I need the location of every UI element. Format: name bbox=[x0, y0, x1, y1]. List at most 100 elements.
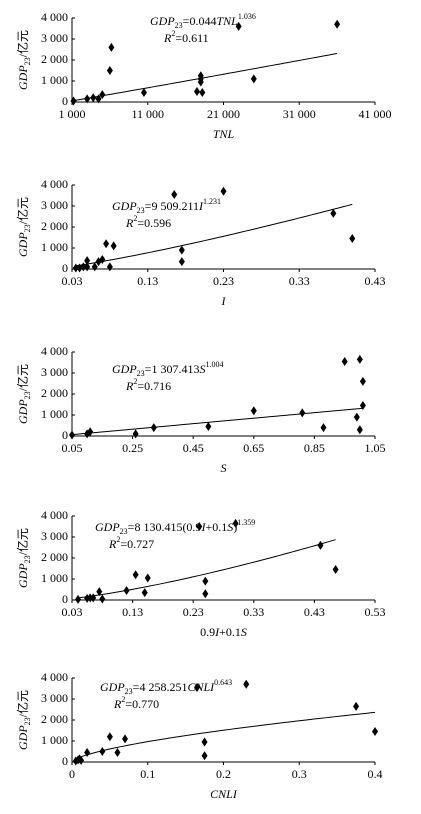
point bbox=[193, 682, 200, 692]
text-part: 2 bbox=[121, 695, 125, 704]
point bbox=[353, 412, 360, 422]
point bbox=[372, 727, 378, 737]
text-part: I bbox=[200, 520, 206, 534]
point bbox=[178, 245, 185, 255]
x-tick-label: 41 000 bbox=[359, 107, 392, 121]
text-part: I bbox=[214, 625, 220, 639]
y-tick-label: 3 000 bbox=[41, 691, 68, 705]
point bbox=[144, 573, 151, 583]
point bbox=[70, 96, 77, 106]
y-tick-label: 3 000 bbox=[41, 198, 68, 212]
point bbox=[320, 423, 327, 433]
x-tick-label: 1 000 bbox=[59, 107, 86, 121]
text-part: GDP bbox=[150, 14, 175, 28]
text-part: GDP bbox=[16, 725, 30, 750]
point bbox=[201, 737, 208, 747]
point bbox=[196, 522, 203, 531]
x-tick-label: 0.23 bbox=[213, 274, 234, 288]
text-part: GDP bbox=[16, 65, 30, 90]
text-part: CNLI bbox=[210, 787, 238, 801]
text-part: 1.231 bbox=[203, 197, 221, 206]
point bbox=[84, 262, 91, 272]
point bbox=[197, 77, 204, 87]
x-tick-label: 0 bbox=[69, 767, 75, 781]
equation: GDP23=8 130.415(0.9I+0.1S)1.359 bbox=[95, 518, 255, 536]
y-tick-label: 4 000 bbox=[41, 508, 68, 522]
text-part: /亿元 bbox=[15, 528, 30, 555]
point bbox=[199, 88, 206, 98]
y-tick-label: 2 000 bbox=[41, 550, 68, 564]
x-axis-label: I bbox=[221, 294, 227, 308]
text-part: TNL bbox=[216, 14, 238, 28]
panel: 0 1 000 2 000 3 000 4 000 0.05 0.25 0.45 0.65 0.8… bbox=[15, 344, 386, 475]
text-part: /亿元 bbox=[15, 364, 30, 391]
text-part: 1.036 bbox=[238, 12, 256, 21]
text-part: =9 509.211 bbox=[145, 199, 199, 213]
text-part: R bbox=[163, 31, 172, 45]
y-tick-label: 0 bbox=[62, 754, 68, 768]
point bbox=[220, 186, 227, 196]
x-tick-label: 0.33 bbox=[289, 274, 310, 288]
x-tick-label: 0.13 bbox=[122, 605, 143, 619]
y-tick-label: 0 bbox=[62, 261, 68, 275]
y-tick-label: 4 000 bbox=[41, 344, 68, 358]
text-part: /亿元 bbox=[15, 690, 30, 717]
point bbox=[202, 576, 209, 586]
text-part: =1 307.413 bbox=[145, 362, 200, 376]
text-part: 23 bbox=[23, 391, 32, 399]
point bbox=[150, 423, 157, 433]
point bbox=[122, 734, 129, 744]
point bbox=[359, 401, 366, 411]
equation: R2=0.716 bbox=[125, 377, 171, 392]
y-axis-label: GDP23/亿元 bbox=[15, 30, 33, 90]
point bbox=[243, 679, 250, 689]
x-tick-label: 1.05 bbox=[365, 441, 386, 455]
point bbox=[95, 94, 102, 104]
x-tick-label: 0.3 bbox=[292, 767, 307, 781]
y-axis-label: GDP23/亿元 bbox=[15, 197, 33, 257]
point bbox=[103, 239, 110, 249]
y-tick-label: 0 bbox=[62, 94, 68, 108]
equation: GDP23=9 509.211I1.231 bbox=[112, 197, 221, 215]
point bbox=[178, 257, 185, 267]
point bbox=[250, 74, 257, 84]
text-part: GDP bbox=[16, 232, 30, 257]
fit-curve bbox=[77, 539, 336, 599]
text-part: GDP bbox=[95, 520, 120, 534]
point bbox=[99, 90, 106, 100]
text-part: =0.716 bbox=[137, 379, 171, 393]
point bbox=[334, 19, 341, 29]
y-tick-label: 3 000 bbox=[41, 31, 68, 45]
text-part: CNLI bbox=[187, 680, 215, 694]
fit-curve bbox=[73, 52, 338, 102]
text-part: R bbox=[113, 697, 122, 711]
text-part: /亿元 bbox=[15, 197, 30, 224]
text-part: 23 bbox=[23, 57, 32, 65]
text-part: =8 130.415(0.9 bbox=[128, 520, 202, 534]
text-part: R bbox=[108, 537, 117, 551]
equation: R2=0.727 bbox=[108, 535, 154, 550]
x-axis-label: CNLI bbox=[210, 787, 238, 801]
equation: R2=0.770 bbox=[113, 695, 159, 710]
point bbox=[356, 354, 363, 364]
point bbox=[171, 189, 178, 199]
y-tick-label: 1 000 bbox=[41, 73, 68, 87]
point bbox=[359, 376, 366, 386]
point bbox=[84, 748, 91, 758]
y-tick-label: 2 000 bbox=[41, 52, 68, 66]
y-tick-label: 4 000 bbox=[41, 670, 68, 684]
point bbox=[341, 356, 348, 366]
point bbox=[95, 257, 102, 267]
y-tick-label: 4 000 bbox=[41, 10, 68, 24]
text-part: 23 bbox=[23, 224, 32, 232]
y-axis-label: GDP23/亿元 bbox=[15, 690, 33, 750]
x-axis-label: 0.9I+0.1S bbox=[200, 625, 247, 639]
point bbox=[330, 208, 337, 218]
point bbox=[232, 518, 239, 528]
point bbox=[108, 42, 115, 52]
text-part: I bbox=[198, 199, 204, 213]
text-part: 23 bbox=[23, 555, 32, 563]
point bbox=[87, 427, 94, 437]
